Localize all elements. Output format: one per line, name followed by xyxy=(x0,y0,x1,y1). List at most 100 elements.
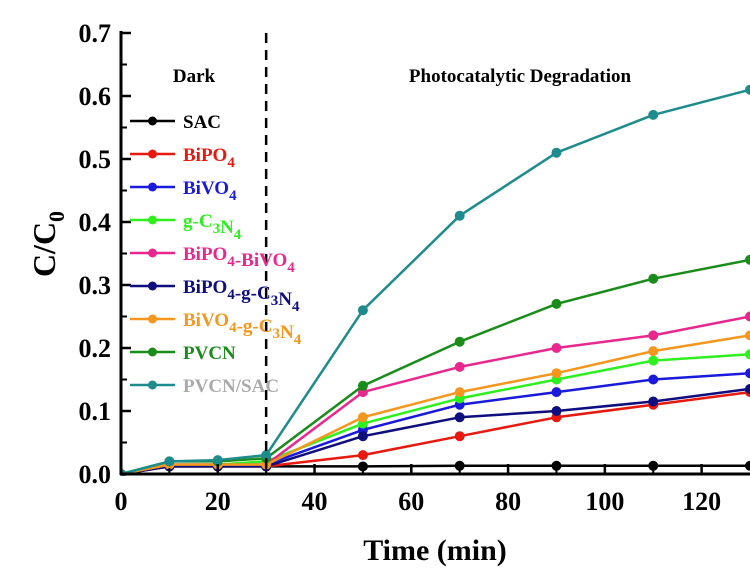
data-point-g-c3n4 xyxy=(648,355,659,366)
data-point-bivo4-g-c3n4 xyxy=(454,387,465,398)
y-tick-label: 0.6 xyxy=(79,82,112,111)
legend-label-subscript: 4 xyxy=(234,227,242,243)
data-point-pvcn-sac xyxy=(212,455,223,466)
legend-label-subscript: 4 xyxy=(292,299,300,315)
legend-marker-bipo4-bivo4 xyxy=(148,248,157,258)
legend-label-bivo4: BiVO4 xyxy=(183,178,237,204)
legend-marker-bivo4 xyxy=(148,182,157,192)
x-tick-label: 60 xyxy=(398,487,424,516)
legend-label-text: N xyxy=(278,289,292,310)
data-point-bivo4-g-c3n4 xyxy=(648,346,659,357)
data-point-pvcn-sac xyxy=(454,210,465,221)
legend-marker-bipo4-g-c3n4 xyxy=(148,281,157,291)
legend-marker-pvcn-sac xyxy=(148,380,157,390)
data-point-bipo4-g-c3n4 xyxy=(357,431,368,442)
x-tick-label: 100 xyxy=(585,487,624,516)
legend-label-subscript: 4 xyxy=(227,254,235,270)
legend-label-subscript: 3 xyxy=(272,326,280,342)
x-tick-label: 40 xyxy=(302,487,328,516)
data-point-bivo4-g-c3n4 xyxy=(357,412,368,423)
y-axis-label-main: C/C xyxy=(26,222,62,277)
legend-label-text: -g-C xyxy=(235,283,271,304)
legend-label-text: -g-C xyxy=(237,316,273,337)
region-label-photocatalytic: Photocatalytic Degradation xyxy=(409,66,632,87)
legend-marker-sac xyxy=(148,116,157,126)
data-point-bivo4-g-c3n4 xyxy=(745,330,750,341)
region-label-dark: Dark xyxy=(173,66,216,87)
data-point-pvcn-sac xyxy=(357,305,368,316)
data-point-pvcn xyxy=(357,380,368,391)
legend-label-subscript: 4 xyxy=(294,332,302,348)
data-point-bipo4-g-c3n4 xyxy=(454,412,465,423)
legend-label-subscript: 4 xyxy=(287,260,295,276)
legend-label-subscript: 3 xyxy=(213,221,221,237)
data-point-pvcn-sac xyxy=(648,109,659,120)
data-point-sac xyxy=(745,460,750,471)
data-point-bipo4-bivo4 xyxy=(745,311,750,322)
legend-label-text: PVCN/SAC xyxy=(183,376,279,397)
axes: 0.0 0.1 0.2 0.3 0.4 0.5 0.6 0.7 0 20 40 60 80 100 120 xyxy=(79,19,750,516)
legend-label-text: PVCN xyxy=(183,343,236,364)
legend-label-bivo4-g-c3n4: BiVO4-g-C3N4 xyxy=(183,310,302,348)
legend-label-bipo4: BiPO4 xyxy=(183,145,235,171)
data-point-bivo4 xyxy=(648,374,659,385)
y-tick-label: 0.7 xyxy=(79,19,112,48)
legend-label-sac: SAC xyxy=(183,112,221,133)
data-point-bipo4 xyxy=(454,431,465,442)
legend-label-text: SAC xyxy=(183,112,221,133)
legend-marker-pvcn xyxy=(148,347,157,357)
data-point-bipo4-bivo4 xyxy=(551,343,562,353)
x-axis-label: Time (min) xyxy=(363,534,507,567)
y-axis-label: C/C0 xyxy=(26,211,69,277)
y-tick-label: 0.0 xyxy=(79,460,112,489)
data-point-bipo4-g-c3n4 xyxy=(745,383,750,394)
legend-label-text: -BiVO xyxy=(235,250,287,271)
data-point-bivo4 xyxy=(551,387,562,398)
legend-label-bipo4-g-c3n4: BiPO4-g-C3N4 xyxy=(183,277,300,315)
data-point-pvcn-sac xyxy=(551,147,562,158)
data-point-pvcn xyxy=(745,254,750,265)
x-tick-label: 80 xyxy=(495,487,521,516)
legend-marker-g-c3n4 xyxy=(148,215,157,225)
y-tick-label: 0.3 xyxy=(79,271,112,300)
x-tick-label: 120 xyxy=(682,487,721,516)
data-point-bivo4-g-c3n4 xyxy=(551,368,562,379)
data-point-pvcn-sac xyxy=(745,84,750,95)
legend-label-text: g-C xyxy=(183,211,213,232)
data-point-g-c3n4 xyxy=(745,349,750,360)
x-tick-label: 20 xyxy=(205,487,231,516)
legend-label-subscript: 4 xyxy=(227,287,235,303)
data-point-bipo4-bivo4 xyxy=(648,330,659,341)
legend-label-pvcn-sac: PVCN/SAC xyxy=(183,376,279,397)
legend-label-subscript: 4 xyxy=(227,155,235,171)
legend-label-text: BiVO xyxy=(183,310,229,331)
plot-area xyxy=(121,84,750,476)
legend-label-text: BiPO xyxy=(183,145,227,166)
legend-label-text: N xyxy=(280,322,294,343)
data-point-bivo4 xyxy=(745,368,750,379)
y-tick-label: 0.1 xyxy=(79,397,112,426)
legend-label-subscript: 4 xyxy=(229,188,237,204)
legend-label-subscript: 4 xyxy=(229,320,237,336)
legend: SACBiPO4BiVO4g-C3N4BiPO4-BiVO4BiPO4-g-C3… xyxy=(130,112,302,397)
data-point-pvcn-sac xyxy=(164,456,175,467)
legend-label-bipo4-bivo4: BiPO4-BiVO4 xyxy=(183,244,295,276)
legend-marker-bipo4 xyxy=(148,149,157,159)
y-tick-label: 0.2 xyxy=(79,334,112,363)
legend-label-text: N xyxy=(220,217,234,238)
data-point-pvcn xyxy=(454,336,465,347)
data-point-bipo4-g-c3n4 xyxy=(551,406,562,416)
legend-label-subscript: 3 xyxy=(271,293,279,309)
data-point-bipo4-g-c3n4 xyxy=(648,396,659,407)
data-point-pvcn xyxy=(551,298,562,309)
legend-label-g-c3n4: g-C3N4 xyxy=(183,211,242,243)
legend-label-text: BiPO xyxy=(183,244,227,265)
series-group xyxy=(121,84,750,476)
legend-marker-bivo4-g-c3n4 xyxy=(148,314,157,324)
y-axis-label-sub: 0 xyxy=(44,211,69,222)
data-point-bipo4-bivo4 xyxy=(454,361,465,372)
legend-label-pvcn: PVCN xyxy=(183,343,236,364)
legend-label-text: BiVO xyxy=(183,178,229,199)
y-tick-label: 0.4 xyxy=(79,208,112,237)
